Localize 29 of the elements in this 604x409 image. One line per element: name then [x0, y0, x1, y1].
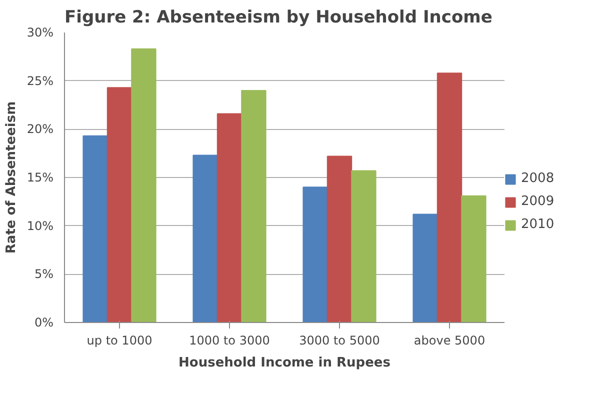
chart-title: Figure 2: Absenteeism by Household Income	[64, 8, 492, 28]
bar	[82, 135, 108, 322]
x-tick-label: 3000 to 5000	[299, 334, 380, 348]
x-tick-label: up to 1000	[86, 334, 152, 348]
legend-label: 2008	[521, 171, 554, 186]
y-tick-label: 5%	[34, 267, 54, 282]
legend-label: 2010	[521, 217, 554, 232]
bar	[326, 156, 352, 322]
bar	[351, 170, 376, 322]
bar	[461, 195, 486, 322]
bar	[192, 154, 218, 322]
y-tick-label: 20%	[26, 122, 54, 136]
bar	[131, 48, 156, 322]
bar	[216, 113, 242, 322]
y-tick-label: 0%	[34, 316, 54, 330]
y-tick-label: 15%	[26, 170, 54, 184]
y-tick-label: 30%	[26, 26, 54, 40]
bar	[106, 87, 132, 322]
x-tick-label: above 5000	[414, 334, 486, 348]
bar	[412, 214, 438, 322]
bar	[302, 186, 328, 322]
y-tick-label: 25%	[26, 74, 54, 88]
y-axis-title: Rate of Absenteeism	[4, 101, 19, 254]
x-tick-label: 1000 to 3000	[189, 334, 270, 348]
legend-label: 2009	[521, 194, 554, 209]
x-axis-title: Household Income in Rupees	[178, 356, 391, 370]
y-tick-label: 10%	[26, 218, 54, 233]
bar	[436, 72, 462, 322]
bar	[241, 90, 266, 322]
